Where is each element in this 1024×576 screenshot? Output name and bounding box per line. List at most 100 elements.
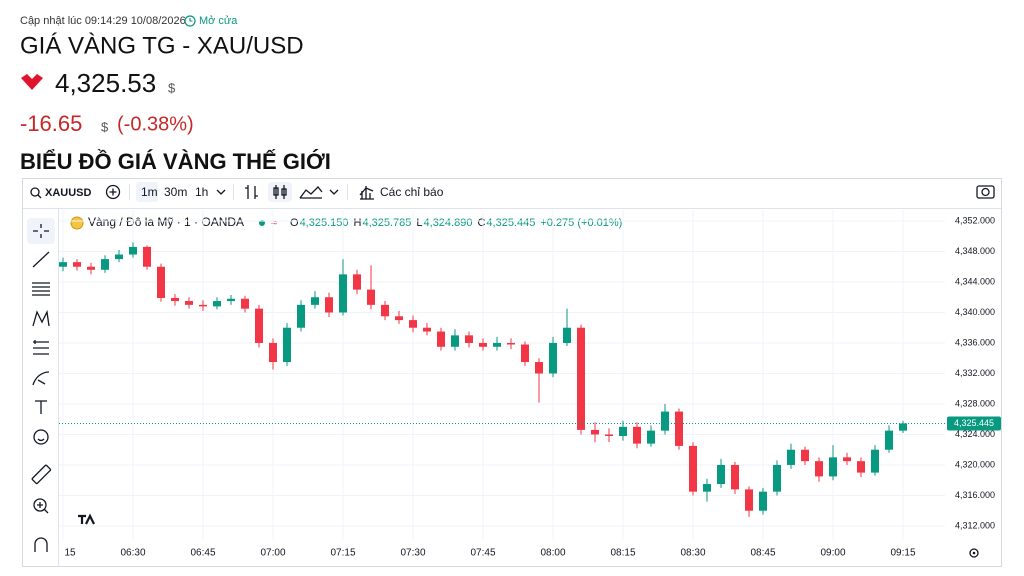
candle-body xyxy=(871,449,879,473)
ohlc-label: O xyxy=(290,217,299,229)
page-title: GIÁ VÀNG TG - XAU/USD xyxy=(20,32,304,59)
x-tick-label: 07:00 xyxy=(260,548,285,559)
down-icon xyxy=(21,74,43,90)
area-type-icon[interactable] xyxy=(299,186,323,199)
candle-body xyxy=(185,301,193,305)
candle-body xyxy=(773,464,781,492)
candle-body xyxy=(745,489,753,511)
symbol[interactable]: XAUUSD xyxy=(45,187,92,199)
candle-body xyxy=(843,457,851,462)
y-tick-label: 4,312.000 xyxy=(955,520,995,530)
symbol-logo xyxy=(70,216,84,230)
fib-tool[interactable] xyxy=(32,282,50,296)
x-tick-label: 07:15 xyxy=(330,548,355,559)
current-price-box xyxy=(947,416,1001,431)
legend-wave: ≈ xyxy=(271,217,277,229)
candle-type-icon[interactable] xyxy=(275,185,285,199)
search-icon-handle xyxy=(37,194,42,199)
x-tick-label: 09:15 xyxy=(890,548,915,559)
tv-logo[interactable] xyxy=(78,513,95,525)
ruler-tool[interactable] xyxy=(31,464,52,485)
emoji-tool[interactable] xyxy=(33,429,49,445)
interval[interactable]: 1m xyxy=(141,185,158,199)
snapshot-icon[interactable] xyxy=(976,185,995,199)
candle-body xyxy=(115,254,123,260)
candle-body xyxy=(423,327,431,332)
candle-body xyxy=(885,430,893,450)
chart-type-active xyxy=(268,182,292,202)
trendline-tool[interactable] xyxy=(32,251,50,268)
price-change: -16.65 xyxy=(20,111,82,136)
legend-ohlc: O 4,325.150 H 4,325.785 L 4,324.890 C 4,325.445… xyxy=(290,217,622,229)
candle-body xyxy=(689,445,697,492)
interval-dropdown[interactable] xyxy=(216,189,226,195)
candle-body xyxy=(703,484,711,492)
candle-body xyxy=(815,461,823,477)
market-status: Mở cửa xyxy=(199,15,238,27)
y-tick-label: 4,332.000 xyxy=(955,368,995,378)
text-tool[interactable] xyxy=(35,400,47,414)
candle-body xyxy=(227,298,235,302)
forecast-tool[interactable] xyxy=(33,340,49,355)
candle-body xyxy=(101,259,109,270)
candle-body xyxy=(633,426,641,444)
brush-tool[interactable] xyxy=(32,371,50,386)
add-symbol[interactable] xyxy=(105,184,121,200)
bar-type-icon[interactable] xyxy=(245,185,258,199)
x-tick-label: 07:45 xyxy=(470,548,495,559)
indicators-icon[interactable] xyxy=(359,186,374,200)
interval[interactable]: 30m xyxy=(164,185,187,199)
candle-body xyxy=(213,301,221,307)
candle-body xyxy=(731,464,739,490)
candle-body xyxy=(255,308,263,343)
zoom-tool-detail xyxy=(37,502,49,514)
interval[interactable]: 1h xyxy=(195,185,208,199)
ohlc-label: C xyxy=(477,217,485,229)
magnet-tool[interactable] xyxy=(34,537,48,552)
plot xyxy=(59,210,945,540)
legend-change: +0.275 (+0.01%) xyxy=(540,217,622,229)
crosshair-tool[interactable] xyxy=(33,224,49,238)
candle-body xyxy=(395,316,403,321)
y-tick-label: 4,348.000 xyxy=(955,246,995,256)
candle-body xyxy=(661,411,669,431)
y-tick-label: 4,324.000 xyxy=(955,429,995,439)
candle-body xyxy=(199,304,207,307)
candle-body xyxy=(717,464,725,485)
candle-body xyxy=(367,289,375,305)
pattern-tool[interactable] xyxy=(32,309,50,327)
clock-icon xyxy=(184,15,196,27)
candle-body xyxy=(535,362,543,374)
ohlc-label: L xyxy=(416,217,422,229)
candle-body xyxy=(437,331,445,347)
chart-type-dropdown[interactable] xyxy=(329,189,339,195)
y-tick-label: 4,328.000 xyxy=(955,398,995,408)
candle-body xyxy=(129,246,137,255)
settings-icon[interactable] xyxy=(969,548,979,558)
tool-active xyxy=(27,218,55,244)
candle-body xyxy=(87,266,95,270)
market-open-dot xyxy=(259,220,265,226)
candle-body xyxy=(829,457,837,477)
update-time: Cập nhật lúc 09:14:29 10/08/2026 xyxy=(20,15,186,27)
candle-body xyxy=(339,274,347,313)
candle-body xyxy=(171,297,179,302)
candle-body xyxy=(647,430,655,444)
candle-body xyxy=(451,335,459,347)
candle-body xyxy=(311,297,319,305)
search-icon[interactable] xyxy=(30,187,40,197)
price-change-percent: (-0.38%) xyxy=(117,113,194,135)
interval-active xyxy=(136,182,158,202)
x-tick-label: 06:45 xyxy=(190,548,215,559)
candle-body xyxy=(801,449,809,462)
zoom-tool[interactable] xyxy=(33,498,47,512)
candle-body xyxy=(521,344,529,363)
ohlc-value: 4,325.150 xyxy=(300,217,349,229)
indicators[interactable]: Các chỉ báo xyxy=(380,185,444,199)
x-tick-label: 08:30 xyxy=(680,548,705,559)
candle-body xyxy=(479,342,487,347)
candle-body xyxy=(73,262,81,267)
emoji-smile xyxy=(37,438,45,442)
